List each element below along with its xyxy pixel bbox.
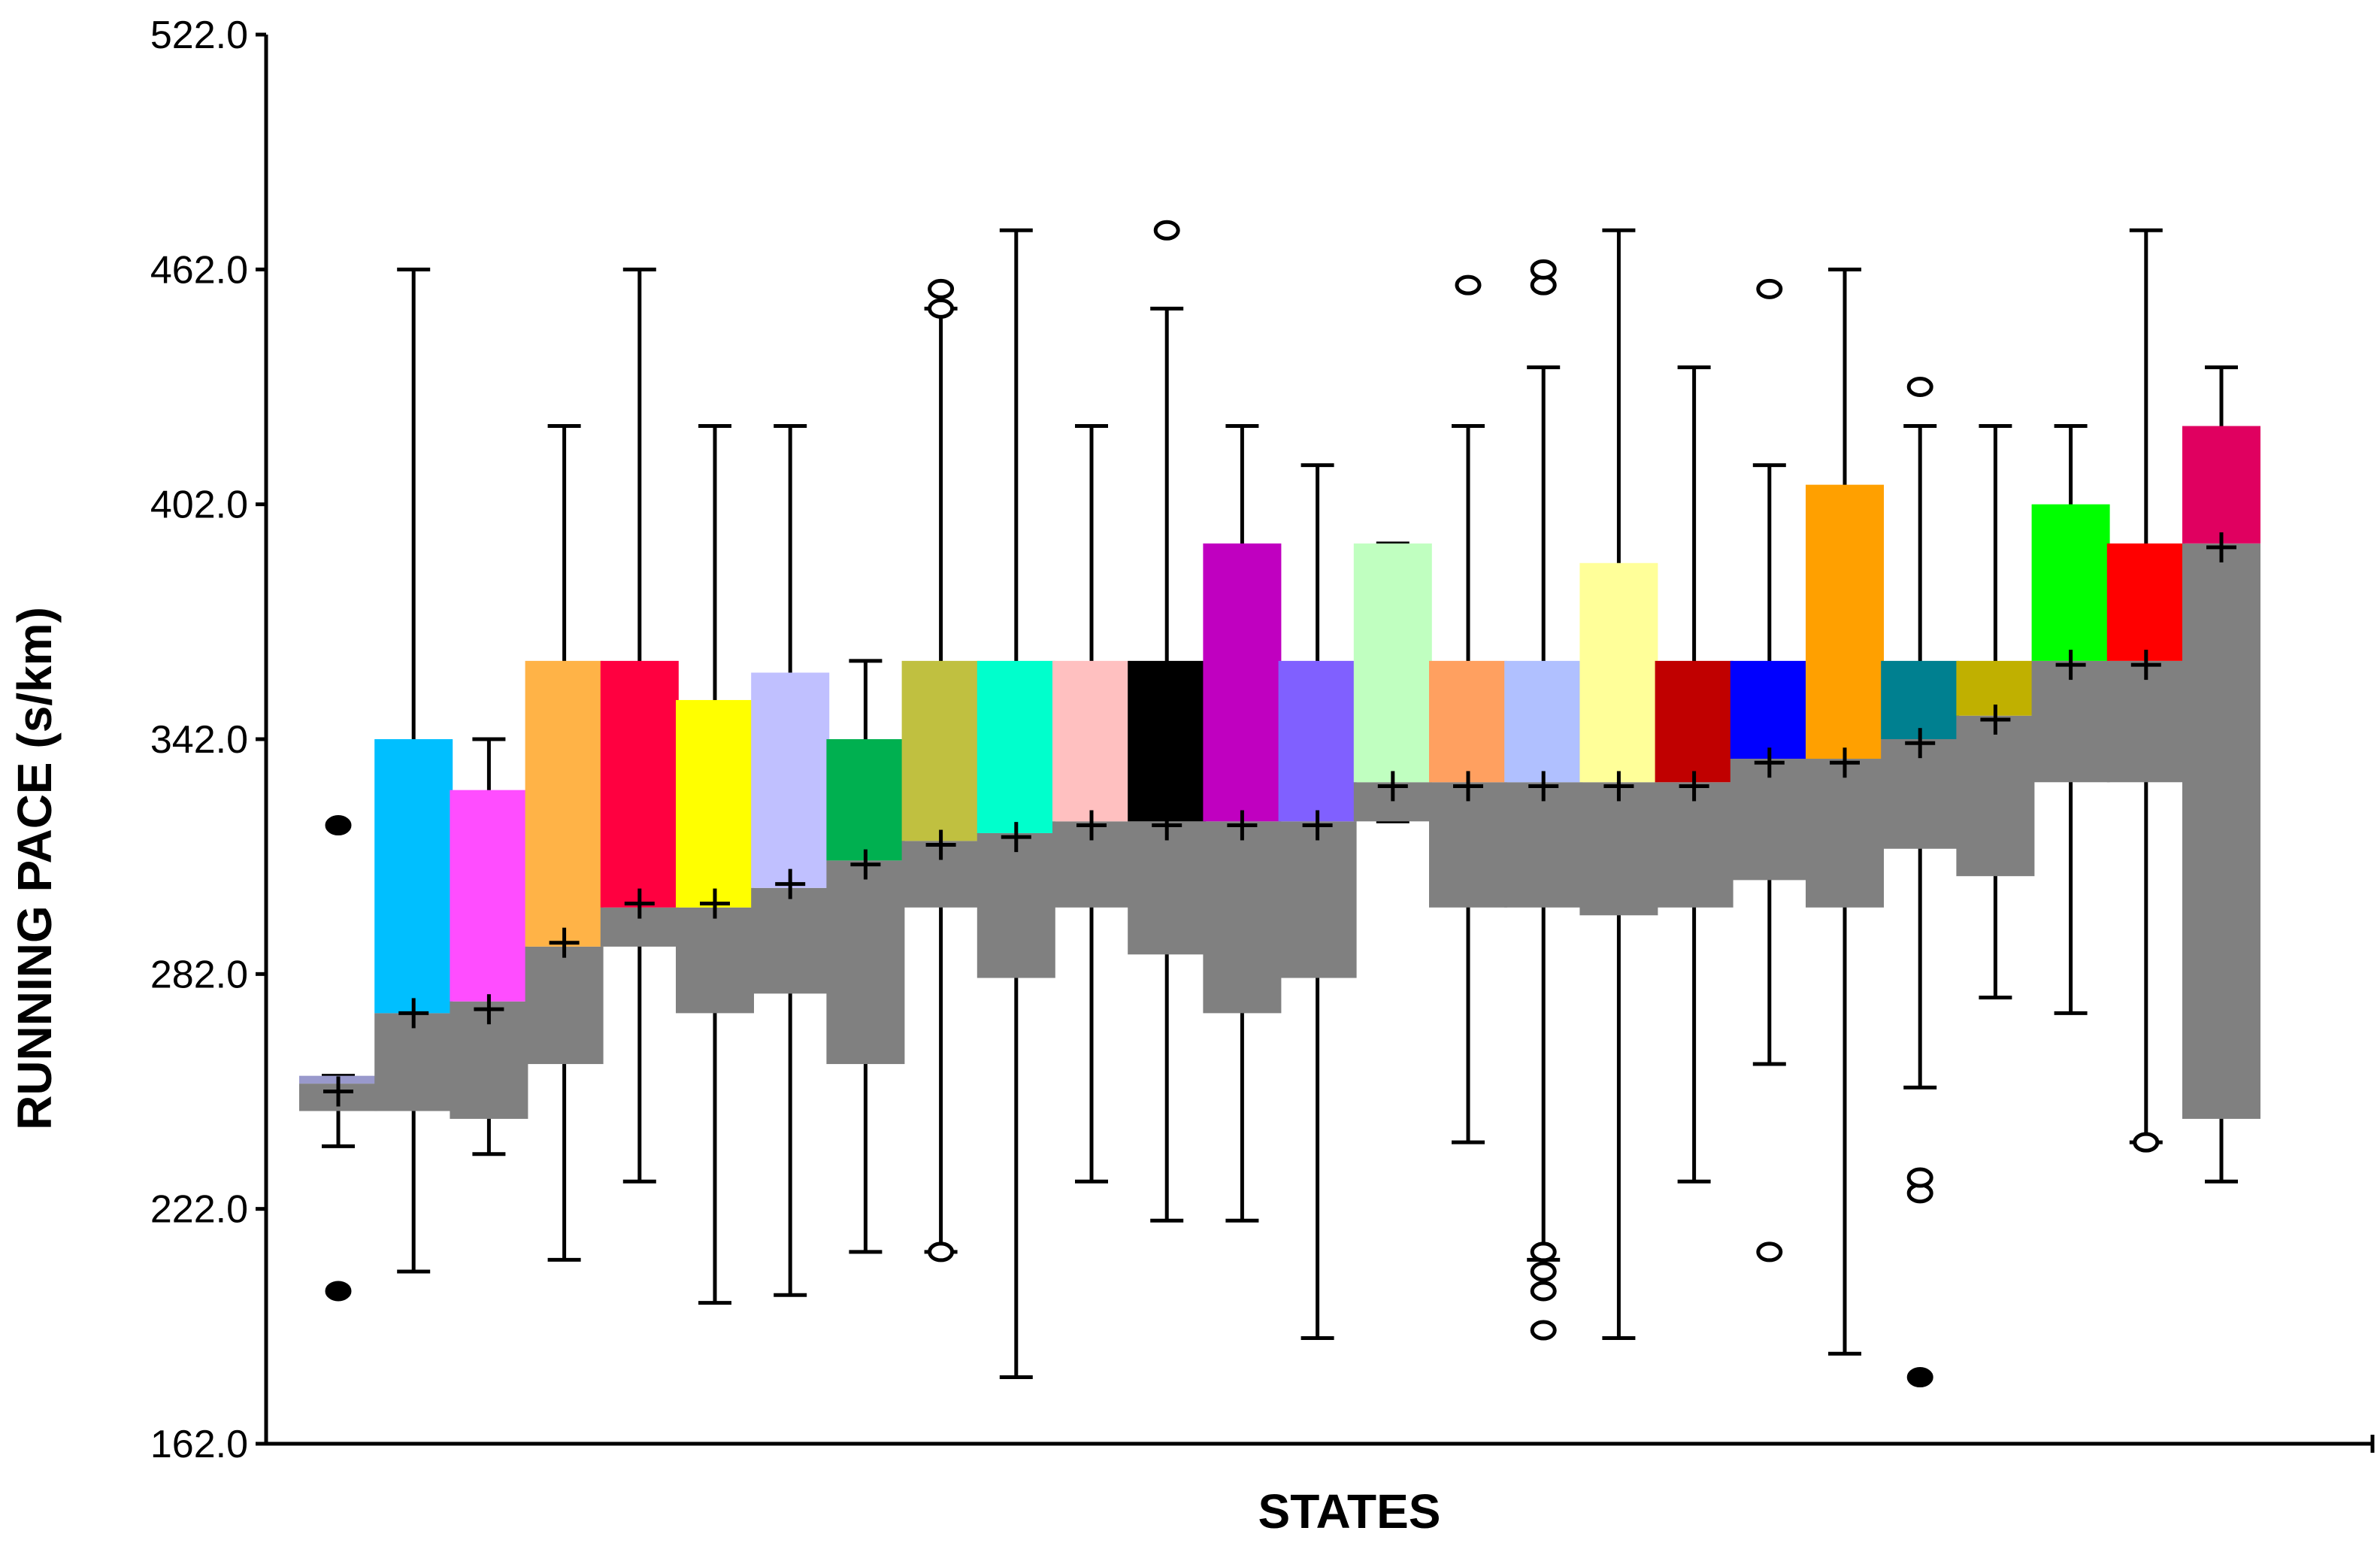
outlier-open [928,278,955,299]
outlier-open [1756,278,1783,299]
box-state-23 [1956,424,2035,1000]
box-state-9 [901,278,980,1263]
upper-box [977,660,1055,833]
outlier-open [1906,377,1933,397]
box-state-13 [1203,424,1282,1223]
outlier-open [1530,1320,1557,1341]
box-state-25 [2106,228,2185,1153]
box-state-19 [1655,365,1734,1184]
lower-box [2106,660,2185,783]
box-state-22 [1881,377,1960,1388]
outlier-open [1530,259,1557,280]
box-state-4 [525,424,604,1262]
outlier-open [1530,1261,1557,1282]
outlier-filled [325,1281,352,1302]
y-tick-label: 222.0 [150,1188,248,1232]
upper-box [525,660,604,947]
y-tick-label: 522.0 [150,14,248,57]
box-state-20 [1730,278,1809,1263]
y-axis-ticks: 162.0 222.0 282.0 342.0 402.0 462.0 522.0 [150,14,266,1466]
lower-box [1278,821,1357,978]
box-state-7 [751,424,830,1297]
lower-box [1203,821,1282,1014]
lower-box [826,860,905,1065]
lower-box [1730,759,1809,881]
box-state-21 [1806,267,1884,1356]
upper-box [1655,660,1734,783]
upper-box [1504,660,1583,783]
outlier-open [1530,1281,1557,1302]
upper-box [1579,562,1658,783]
box-state-5 [600,267,679,1184]
outlier-open [1153,220,1180,241]
upper-box [751,672,830,888]
outlier-filled [1906,1367,1933,1388]
box-state-1 [299,815,377,1302]
x-axis-title: STATES [1258,1484,1441,1538]
upper-box [2182,426,2260,544]
lower-box [2182,543,2260,1119]
outlier-open [1906,1167,1933,1188]
upper-box [1353,543,1432,783]
outlier-filled [325,815,352,836]
upper-box [450,790,528,1002]
box-state-18 [1579,228,1658,1340]
upper-box [2106,543,2185,661]
box-state-11 [1052,424,1131,1184]
box-state-26 [2182,365,2260,1184]
upper-box [374,739,453,1014]
outlier-open [928,298,955,319]
box-state-6 [676,424,754,1305]
upper-box [1203,543,1282,822]
upper-box [676,699,754,908]
upper-box [826,739,905,861]
plot-area [299,220,2260,1388]
upper-box [1881,660,1960,739]
y-axis-title: RUNNING PACE (s/km) [8,607,62,1130]
lower-box [374,1013,453,1111]
lower-box [1128,821,1207,955]
upper-box [901,660,980,841]
outlier-open [1455,274,1482,296]
lower-box [525,946,604,1065]
lower-box [1956,715,2035,877]
lower-box [676,907,754,1014]
box-state-3 [450,737,528,1156]
box-state-2 [374,267,453,1274]
lower-box [1579,782,1658,916]
upper-box [1806,484,1884,759]
lower-box [2031,660,2110,783]
lower-box [977,832,1055,978]
y-tick-label: 402.0 [150,484,248,527]
box-state-15 [1353,541,1432,823]
upper-box [1730,660,1809,759]
box-state-17 [1504,259,1583,1341]
upper-box [1278,660,1357,822]
box-state-14 [1278,463,1357,1340]
outlier-open [2133,1132,2160,1153]
y-tick-label: 342.0 [150,718,248,762]
y-tick-label: 462.0 [150,248,248,292]
y-tick-label: 282.0 [150,953,248,996]
lower-box [751,887,830,994]
lower-box [1806,759,1884,908]
upper-box [1128,660,1207,822]
box-state-12 [1128,220,1207,1223]
upper-box [1429,660,1507,783]
y-tick-label: 162.0 [150,1423,248,1466]
box-state-16 [1429,274,1507,1144]
lower-box [1655,782,1734,908]
upper-box [2031,504,2110,661]
lower-box [1429,782,1507,908]
box-state-24 [2031,424,2110,1015]
outlier-open [1756,1241,1783,1263]
box-state-10 [977,228,1055,1380]
outlier-open [928,1241,955,1263]
outlier-open [1530,1241,1557,1263]
lower-box [1504,782,1583,908]
upper-box [1052,660,1131,822]
box-state-8 [826,659,905,1254]
upper-box [600,660,679,908]
